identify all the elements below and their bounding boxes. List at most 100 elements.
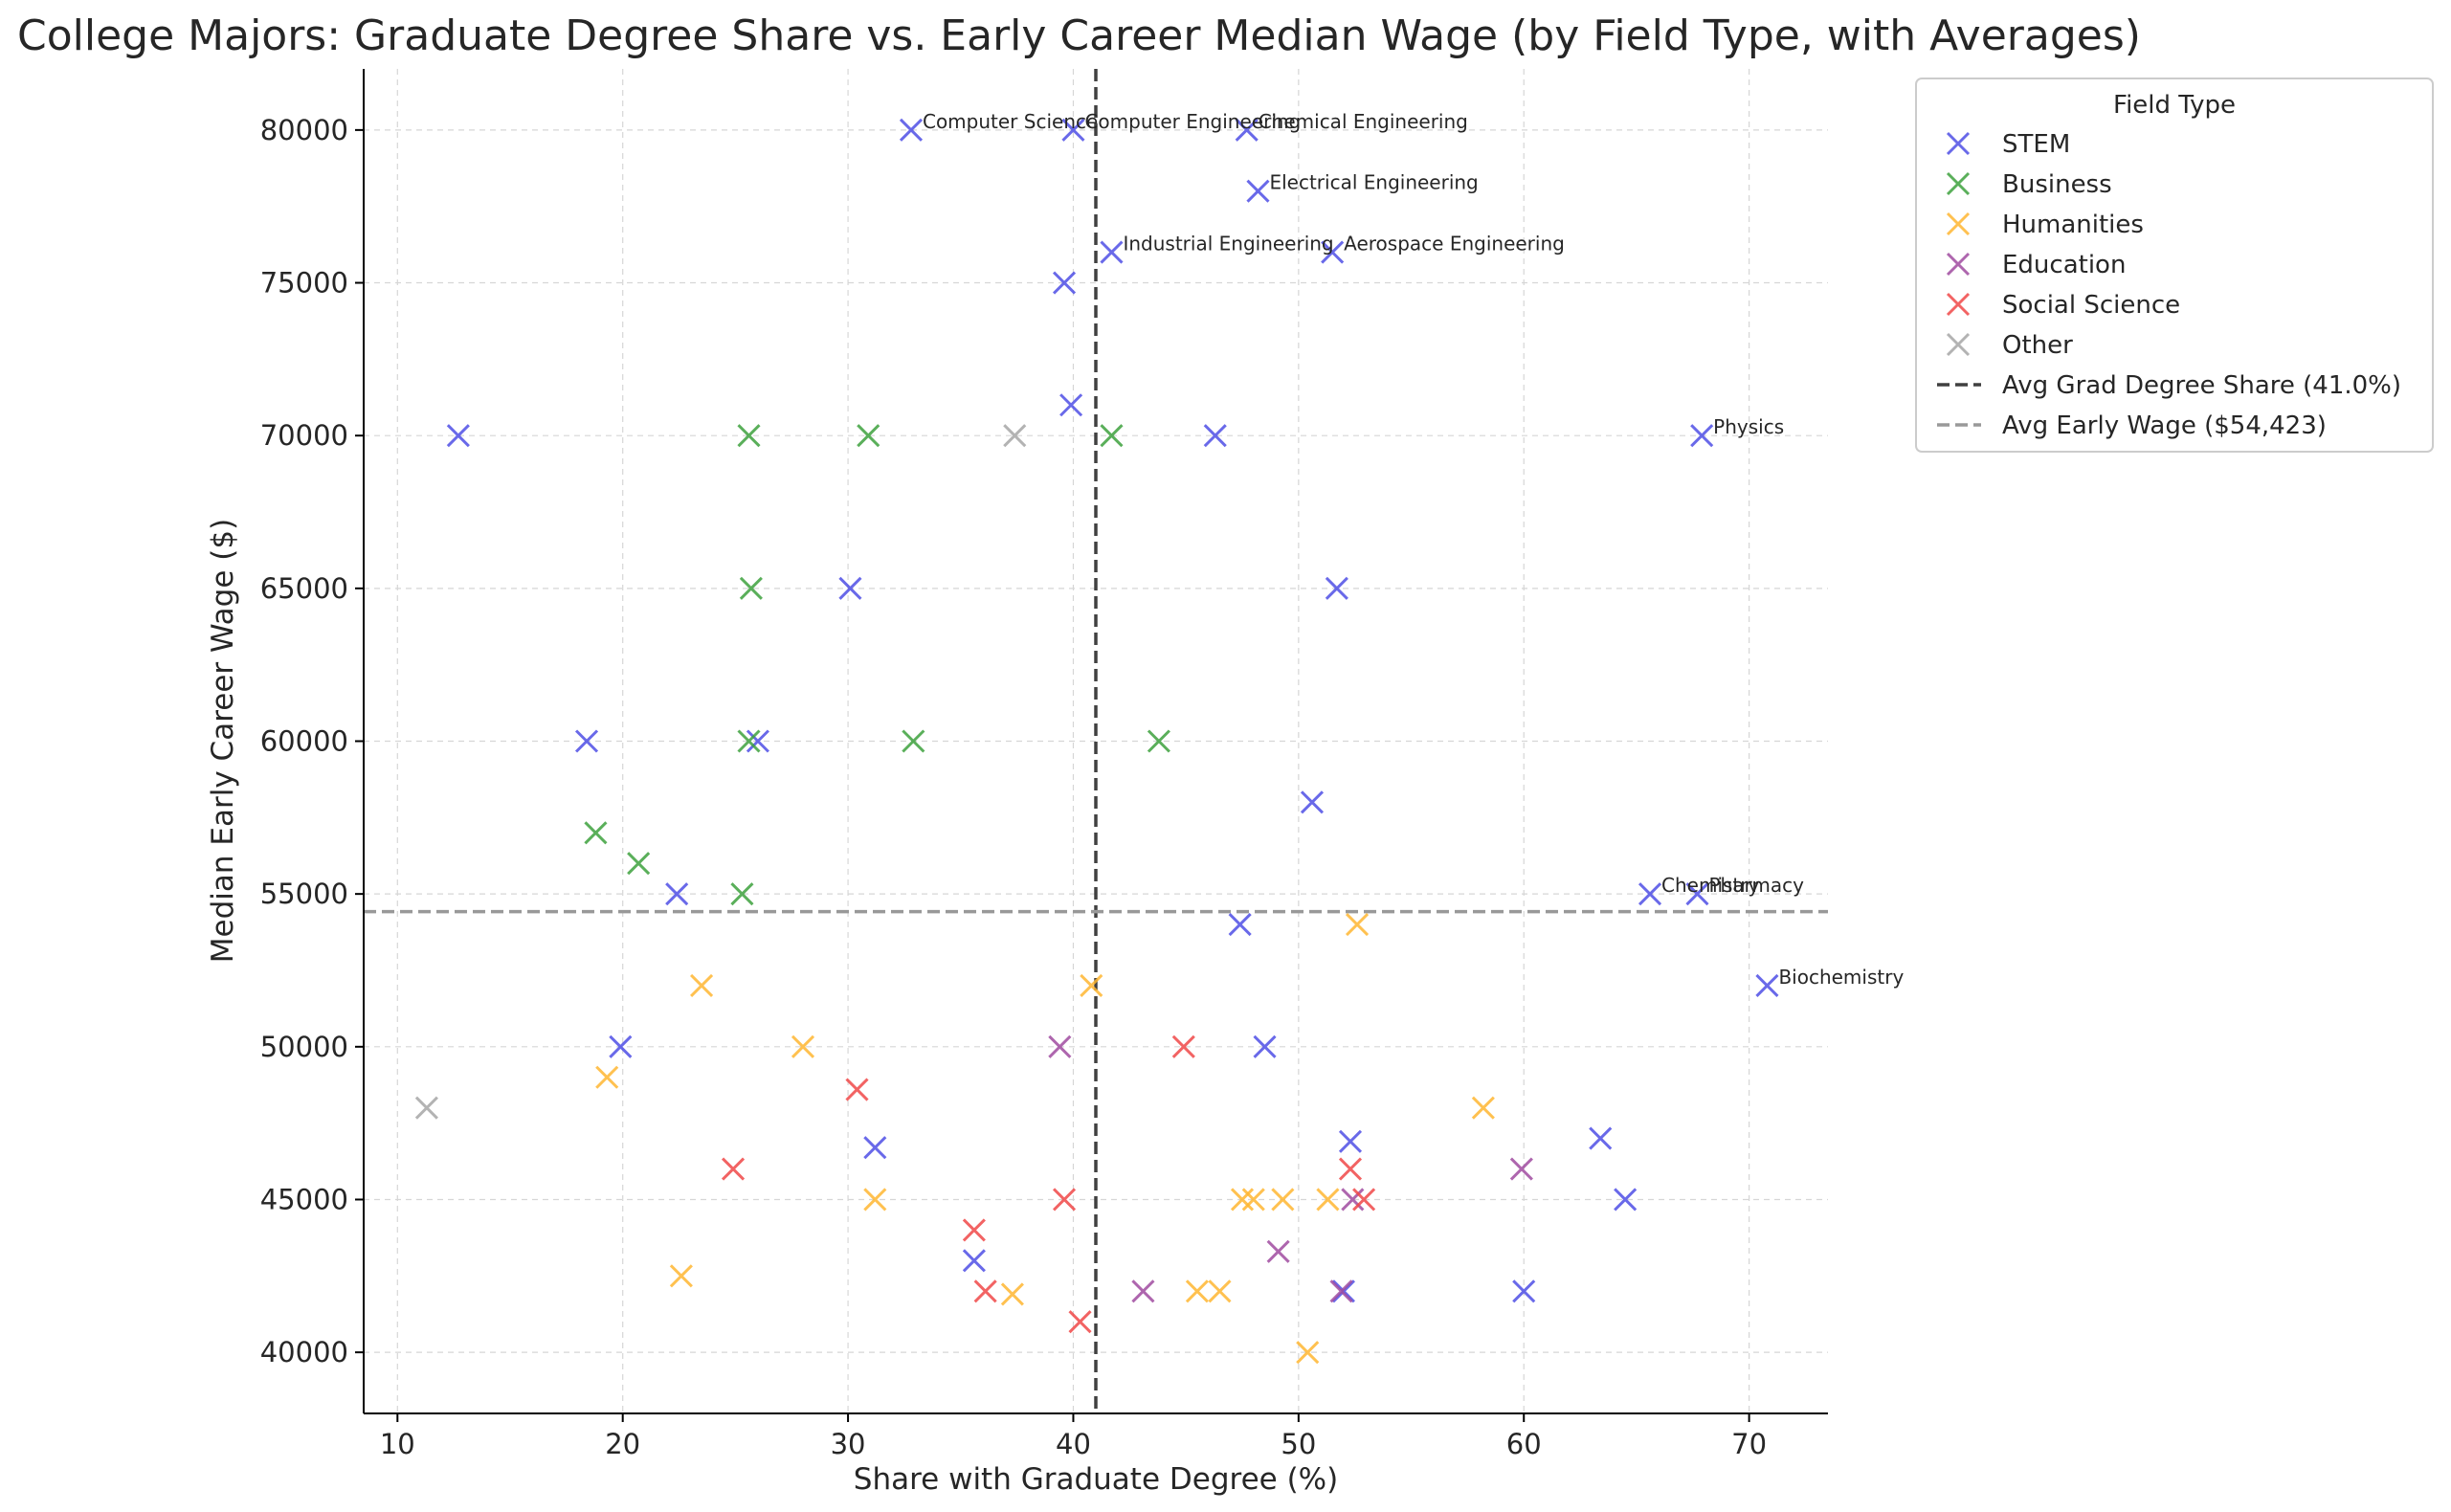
point-label: Computer Science: [923, 110, 1098, 133]
social-science-point: [1052, 1188, 1077, 1212]
stem-point: [1685, 882, 1709, 906]
point-label: Chemistry: [1661, 874, 1759, 897]
point-label: Biochemistry: [1778, 966, 1904, 989]
humanities-point: [1080, 973, 1103, 998]
y-tick-label: 75000: [260, 267, 348, 300]
social-science-point: [973, 1279, 997, 1303]
business-point: [737, 729, 761, 753]
legend-box: [1915, 78, 2434, 453]
humanities-point: [1208, 1279, 1232, 1303]
legend-label-education: Education: [2002, 251, 2126, 279]
stem-point: [1228, 913, 1252, 937]
business-point: [857, 424, 880, 448]
humanities-point: [595, 1065, 619, 1089]
stem-point: [1638, 882, 1662, 906]
point-label: Physics: [1713, 415, 1784, 438]
y-tick-label: 40000: [260, 1336, 348, 1368]
education-point: [1048, 1034, 1072, 1058]
x-tick-label: 70: [1731, 1428, 1767, 1460]
business-point: [730, 882, 754, 906]
humanities-point: [1241, 1188, 1265, 1212]
legend-marker-stem: [1946, 131, 1971, 156]
education-point: [1266, 1239, 1290, 1263]
stem-point: [1321, 240, 1345, 264]
stem-point: [899, 118, 924, 142]
point-label: Pharmacy: [1708, 874, 1804, 897]
x-tick-label: 20: [605, 1428, 640, 1460]
x-tick-label: 50: [1281, 1428, 1316, 1460]
social-science-point: [962, 1218, 986, 1242]
y-axis-label: Median Early Career Wage ($): [206, 519, 240, 963]
stem-point: [1300, 790, 1325, 814]
legend-title: Field Type: [2113, 91, 2236, 120]
stem-point: [1052, 271, 1077, 295]
social-science-point: [1338, 1157, 1363, 1181]
y-tick-label: 45000: [260, 1183, 348, 1215]
stem-point: [1253, 1034, 1277, 1058]
legend: Field Type STEM Business Humanities Educati…: [1915, 78, 2434, 453]
legend-label-reference-line: Avg Early Wage ($54,423): [2002, 411, 2327, 440]
education-point: [1329, 1279, 1353, 1303]
data-points: [414, 118, 1779, 1365]
humanities-point: [1185, 1279, 1209, 1303]
education-point: [1341, 1188, 1365, 1212]
stem-point: [746, 729, 769, 753]
point-label: Electrical Engineering: [1269, 171, 1478, 194]
stem-point: [1246, 179, 1270, 203]
stem-point: [1061, 118, 1085, 142]
y-tick-label: 65000: [260, 572, 348, 605]
business-point: [584, 821, 608, 845]
stem-point: [962, 1249, 986, 1273]
humanities-point: [1296, 1341, 1320, 1365]
humanities-point: [1345, 913, 1370, 937]
social-science-point: [721, 1157, 746, 1181]
legend-marker-business: [1946, 171, 1971, 196]
stem-point: [1235, 118, 1259, 142]
legend-label-reference-line: Avg Grad Degree Share (41.0%): [2002, 371, 2401, 400]
y-tick-label: 50000: [260, 1031, 348, 1063]
business-point: [627, 852, 651, 876]
humanities-point: [791, 1034, 815, 1058]
business-point: [1147, 729, 1170, 753]
legend-label-stem: STEM: [2002, 130, 2070, 159]
stem-point: [1325, 576, 1348, 600]
stem-point: [446, 424, 470, 448]
point-label: Chemical Engineering: [1259, 110, 1468, 133]
chart-title: College Majors: Graduate Degree Share vs…: [17, 11, 2141, 60]
stem-point: [609, 1034, 633, 1058]
y-tick-label: 70000: [260, 419, 348, 452]
stem-point: [1338, 1129, 1363, 1153]
business-point: [737, 424, 761, 448]
legend-label-social-science: Social Science: [2002, 291, 2180, 320]
stem-point: [574, 729, 599, 753]
humanities-point: [1230, 1188, 1255, 1212]
education-point: [1131, 1279, 1155, 1303]
business-point: [1100, 424, 1124, 448]
legend-marker-other: [1946, 332, 1971, 357]
stem-point: [665, 882, 689, 906]
legend-label-humanities: Humanities: [2002, 211, 2144, 239]
x-tick-label: 60: [1506, 1428, 1542, 1460]
legend-marker-humanities: [1946, 211, 1971, 236]
business-point: [902, 729, 925, 753]
legend-marker-social-science: [1946, 292, 1971, 317]
legend-label-other: Other: [2002, 331, 2073, 360]
x-tick-label: 10: [380, 1428, 415, 1460]
stem-point: [1059, 393, 1083, 417]
social-science-point: [1352, 1188, 1376, 1212]
legend-label-business: Business: [2002, 170, 2112, 199]
social-science-point: [1068, 1310, 1092, 1334]
stem-point: [1331, 1279, 1355, 1303]
x-axis-ticks: 10 20 30 40 50 60 70: [380, 1413, 1767, 1460]
education-point: [1509, 1157, 1533, 1181]
stem-point: [863, 1136, 887, 1160]
other-point: [414, 1096, 438, 1120]
legend-items: STEM Business Humanities Education Social Sc…: [1937, 130, 2401, 440]
business-point: [739, 576, 763, 600]
x-tick-label: 30: [831, 1428, 866, 1460]
stem-point: [1100, 240, 1124, 264]
legend-marker-education: [1946, 252, 1971, 277]
social-science-point: [845, 1078, 869, 1101]
reference-lines: [364, 69, 1828, 1413]
